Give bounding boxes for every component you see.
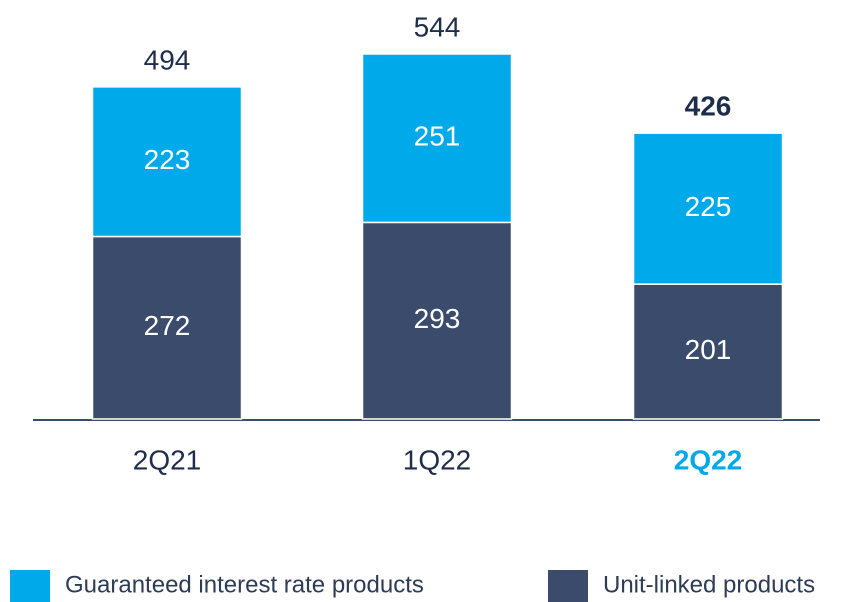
value-label: 293: [414, 303, 461, 334]
value-label: 223: [144, 144, 191, 175]
bar-segment: [91, 235, 243, 420]
legend-label: Unit-linked products: [603, 571, 815, 598]
total-label: 426: [685, 91, 732, 122]
bar-segment: [361, 53, 513, 224]
value-label: 225: [685, 191, 732, 222]
total-label: 494: [144, 44, 191, 75]
value-label: 272: [144, 310, 191, 341]
legend-swatch: [10, 570, 50, 602]
value-label: 201: [685, 334, 732, 365]
x-tick-label: 2Q21: [133, 444, 202, 475]
legend-label: Guaranteed interest rate products: [65, 571, 424, 598]
x-tick-label: 1Q22: [403, 444, 472, 475]
bar-segment: [91, 86, 243, 238]
value-label: 251: [414, 121, 461, 152]
legend-swatch: [548, 570, 588, 602]
bar-segment: [632, 132, 784, 285]
x-tick-label: 2Q22: [674, 444, 743, 475]
total-label: 544: [414, 11, 461, 42]
bar-segment: [632, 283, 784, 420]
